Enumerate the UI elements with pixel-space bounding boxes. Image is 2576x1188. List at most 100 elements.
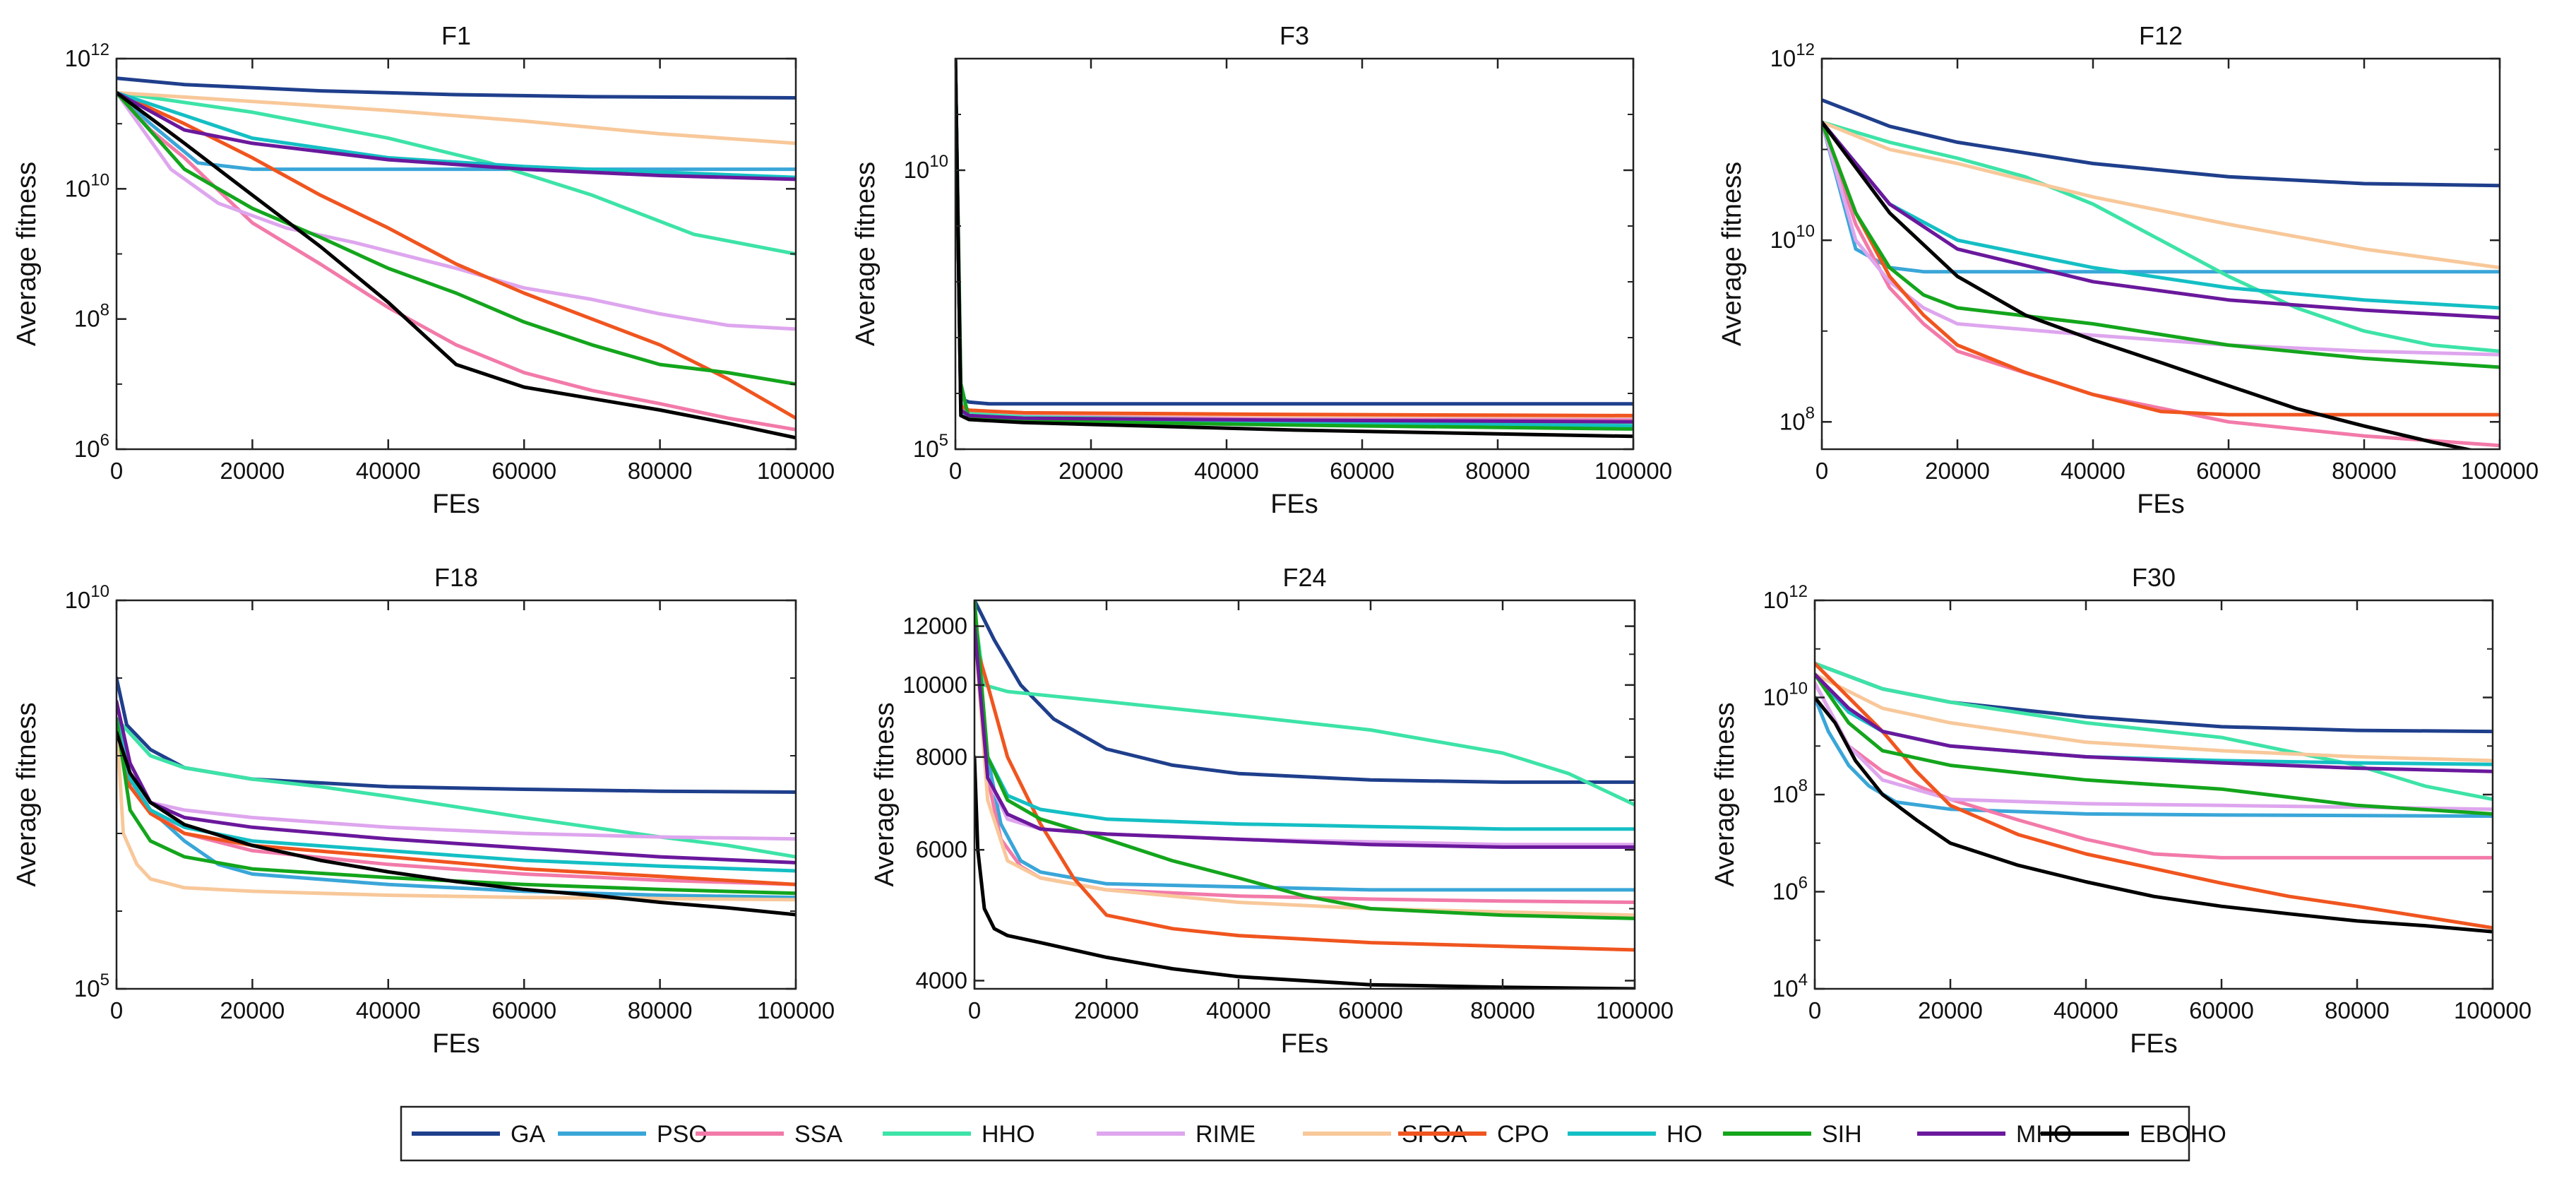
series-group <box>117 76 796 440</box>
y-axis-label: Average fitness <box>12 162 42 346</box>
y-tick-label: 6000 <box>916 836 967 862</box>
y-tick-label: 108 <box>1772 776 1808 807</box>
x-tick-label: 20000 <box>1918 997 1983 1023</box>
series-line-sih <box>1815 672 2493 816</box>
series-line-rime <box>1815 681 2493 812</box>
chart-title: F1 <box>441 21 471 50</box>
plot-area <box>1815 600 2493 989</box>
x-tick-label: 20000 <box>220 997 285 1023</box>
series-group <box>955 59 1633 439</box>
y-tick-label: 8000 <box>916 744 967 770</box>
legend: GA PSO SSA HHO RIME SFOA CPO HO SIH MHO EBOHO <box>400 1105 2226 1162</box>
y-tick-label: 1010 <box>1763 679 1808 711</box>
series-group <box>974 600 1635 989</box>
series-line-eboho <box>1822 120 2476 449</box>
x-tick-label: 80000 <box>628 997 693 1023</box>
x-tick-label: 60000 <box>2189 997 2254 1023</box>
x-tick-label: 0 <box>1815 458 1828 484</box>
x-tick-label: 20000 <box>1074 997 1139 1023</box>
legend-label-ssa: SSA <box>794 1121 842 1148</box>
plot-frame <box>973 599 1636 990</box>
y-axis-label: Average fitness <box>1710 702 1740 886</box>
y-tick-label: 104 <box>1772 970 1808 1002</box>
y-tick-label: 1012 <box>1770 40 1815 71</box>
series-group <box>1822 98 2500 449</box>
x-tick-label: 60000 <box>491 458 556 484</box>
plot-area <box>974 600 1635 989</box>
series-line-cpo <box>1815 661 2493 930</box>
x-tick-label: 100000 <box>2454 997 2532 1023</box>
legend-label-hho: HHO <box>982 1121 1035 1148</box>
x-tick-label: 40000 <box>1206 997 1271 1023</box>
x-tick-label: 40000 <box>356 458 421 484</box>
plot-frame <box>115 599 797 990</box>
chart-title: F12 <box>2139 21 2183 50</box>
chart-panel-f3: 0 20000 40000 60000 80000 100000 105 1010 F3 FEs A… <box>851 21 1672 519</box>
series-line-ssa <box>117 90 796 432</box>
series-group <box>1815 661 2493 934</box>
series-line-hho <box>1822 120 2500 353</box>
series-line-eboho <box>117 730 796 917</box>
x-tick-label: 20000 <box>1059 458 1123 484</box>
series-line-eboho <box>974 755 1635 989</box>
series-line-rime <box>117 90 796 331</box>
series-line-cpo <box>1822 120 2500 417</box>
x-tick-label: 80000 <box>1465 458 1530 484</box>
series-line-mho <box>1822 120 2500 320</box>
x-axis-label: FEs <box>432 489 480 519</box>
y-tick-label: 108 <box>74 301 109 332</box>
x-tick-label: 100000 <box>757 997 835 1023</box>
chart-title: F30 <box>2132 563 2176 592</box>
x-tick-label: 60000 <box>491 997 556 1023</box>
x-tick-label: 80000 <box>2332 458 2397 484</box>
x-tick-label: 100000 <box>757 458 835 484</box>
y-tick-label: 108 <box>1779 403 1815 434</box>
legend-label-cpo: CPO <box>1497 1121 1549 1148</box>
plot-area <box>955 59 1633 449</box>
y-tick-label: 4000 <box>916 967 967 993</box>
x-tick-label: 60000 <box>2196 458 2261 484</box>
series-line-ga <box>117 76 796 100</box>
series-line-sfoa <box>117 90 796 145</box>
series-line-mho <box>974 624 1635 849</box>
y-tick-label: 12000 <box>902 613 967 639</box>
series-line-sih <box>1822 120 2500 369</box>
x-tick-label: 0 <box>110 458 123 484</box>
series-line-mho <box>1815 672 2493 773</box>
legend-label-eboho: EBOHO <box>2140 1121 2226 1148</box>
y-tick-label: 10000 <box>902 672 967 698</box>
series-line-sih <box>117 90 796 386</box>
chart-panel-f24: 0 20000 40000 60000 80000 100000 4000 6000 8000 1… <box>870 563 1674 1059</box>
chart-panel-f1: 0 20000 40000 60000 80000 100000 106 108 1010 101… <box>12 21 835 519</box>
legend-label-ho: HO <box>1666 1121 1703 1148</box>
y-axis-label: Average fitness <box>1717 162 1747 346</box>
x-tick-label: 60000 <box>1330 458 1395 484</box>
series-line-sih <box>974 600 1635 920</box>
series-line-ssa <box>1822 120 2500 448</box>
legend-label-ga: GA <box>511 1121 545 1148</box>
y-axis-label: Average fitness <box>12 702 42 886</box>
x-tick-label: 60000 <box>1338 997 1403 1023</box>
legend-label-rime: RIME <box>1195 1121 1256 1148</box>
series-line-pso <box>1815 696 2493 818</box>
x-tick-label: 100000 <box>1594 458 1672 484</box>
y-tick-label: 105 <box>74 970 109 1002</box>
series-line-sfoa <box>117 717 796 902</box>
y-tick-label: 1010 <box>1770 222 1815 253</box>
chart-panel-f12: 0 20000 40000 60000 80000 100000 108 1010 1012 F1… <box>1717 21 2539 519</box>
plot-area <box>117 59 796 449</box>
x-tick-label: 0 <box>1808 997 1821 1023</box>
x-tick-label: 40000 <box>2061 458 2125 484</box>
y-tick-label: 1010 <box>904 152 948 183</box>
series-line-eboho <box>117 90 796 440</box>
plot-area <box>117 600 796 989</box>
series-line-ho <box>117 717 796 873</box>
series-line-sfoa <box>1815 672 2493 763</box>
x-axis-label: FEs <box>1281 1029 1329 1059</box>
x-tick-label: 0 <box>949 458 962 484</box>
series-line-cpo <box>117 90 796 420</box>
series-line-mho <box>117 90 796 182</box>
plot-frame <box>1820 57 2501 451</box>
x-tick-label: 40000 <box>2053 997 2118 1023</box>
